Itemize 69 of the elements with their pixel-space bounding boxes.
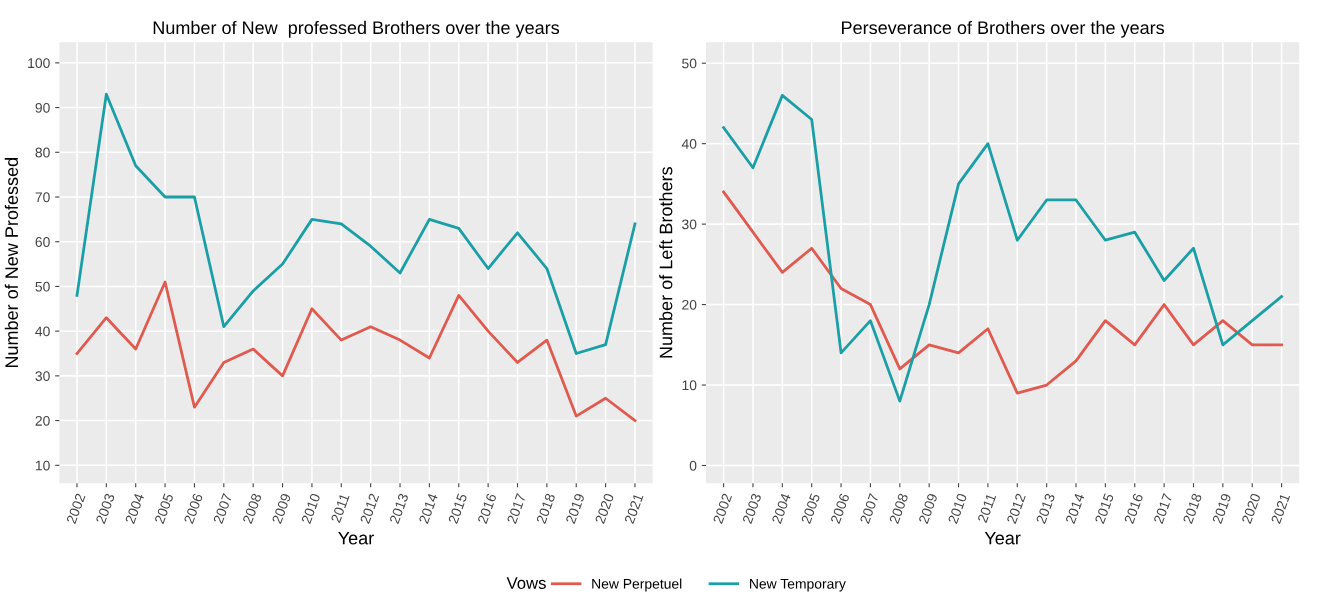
x-tick-label: 2010 [301,492,321,525]
x-axis-title: Year [984,531,1021,545]
chart-title: Perseverance of Brothers over the years [842,20,1165,38]
y-tick-label: 40 [681,138,697,149]
x-tick-label: 2009 [271,492,292,525]
y-tick-label: 90 [35,102,50,113]
x-tick-label: 2017 [506,493,527,525]
x-tick-label: 2004 [771,492,791,525]
x-tick-label: 2002 [712,493,733,525]
x-tick-label: 2013 [389,492,409,525]
chart-title: Number of New professed Brothers over the years [153,20,560,38]
y-axis-title: Number of Left Brothers [659,167,673,358]
x-tick-label: 2020 [1241,492,1261,525]
x-tick-label: 2006 [830,492,850,525]
x-tick-label: 2019 [565,492,585,525]
y-tick-label: 20 [682,299,697,310]
x-tick-label: 2003 [742,492,762,525]
x-axis-title: Year [338,531,374,545]
line-series [722,190,1283,395]
x-tick-label: 2002 [66,493,86,525]
x-tick-label: 2008 [889,492,909,525]
x-tick-label: 2014 [418,492,439,525]
y-tick-label: 40 [35,326,50,337]
y-tick-label: 80 [35,147,50,158]
x-tick-label: 2011 [330,492,350,524]
x-tick-label: 2021 [1270,492,1291,525]
x-tick-label: 2009 [918,492,938,525]
x-tick-label: 2007 [859,493,879,525]
legend-title: Vows [506,577,546,589]
x-tick-label: 2017 [1153,493,1173,525]
y-tick-label: 0 [689,460,697,471]
x-tick-label: 2021 [624,492,644,525]
x-tick-label: 2010 [947,492,968,525]
line-series [75,92,637,355]
y-tick-label: 10 [35,460,50,471]
legend-label: New Perpetuel [592,578,682,592]
x-tick-label: 2016 [477,492,497,525]
x-tick-label: 2019 [1212,492,1232,525]
y-tick-label: 30 [35,371,50,382]
x-tick-label: 2015 [447,492,468,525]
x-tick-label: 2005 [154,492,174,525]
x-tick-label: 2007 [213,493,233,525]
y-tick-label: 10 [682,380,697,391]
x-tick-label: 2012 [1006,493,1026,525]
x-tick-label: 2013 [1035,492,1056,525]
x-tick-label: 2020 [594,492,615,525]
x-tick-label: 2008 [242,492,262,525]
x-tick-label: 2011 [977,492,997,524]
y-tick-label: 70 [35,192,50,203]
line-series [722,93,1283,403]
line-series [75,280,637,422]
x-tick-label: 2018 [1182,492,1203,525]
legend-label: New Temporary [750,579,846,592]
x-tick-label: 2003 [95,492,115,525]
x-tick-label: 2012 [359,493,380,525]
y-tick-label: 50 [682,58,697,69]
x-tick-label: 2016 [1123,492,1144,525]
y-tick-label: 50 [35,281,50,292]
x-tick-label: 2015 [1094,492,1114,525]
y-tick-label: 60 [35,237,50,247]
x-tick-label: 2018 [536,492,556,525]
x-tick-label: 2005 [800,492,821,525]
x-tick-label: 2004 [124,492,145,525]
y-tick-label: 30 [682,219,697,230]
y-tick-label: 100 [28,58,50,69]
y-tick-label: 20 [35,415,50,426]
x-tick-label: 2014 [1065,492,1085,525]
y-axis-title: Number of New Professed [4,158,19,368]
x-tick-label: 2006 [183,492,204,525]
